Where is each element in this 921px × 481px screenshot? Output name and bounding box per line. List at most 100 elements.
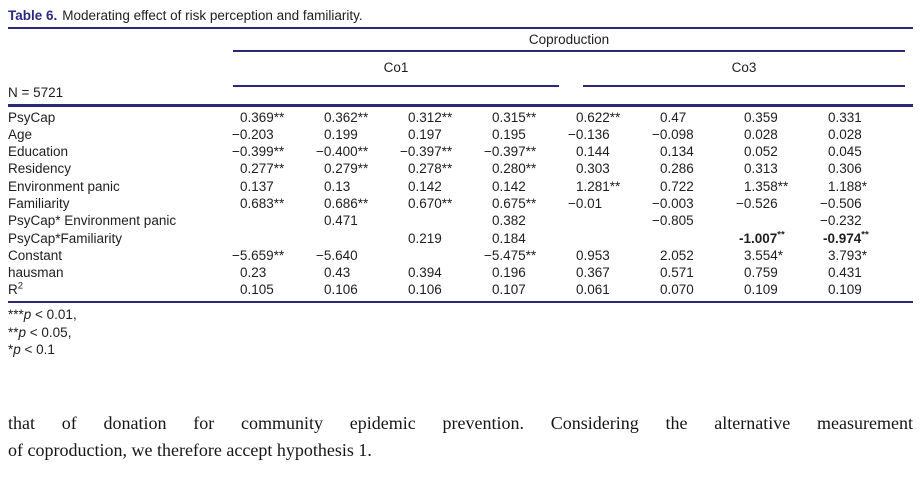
table-cell: 0.315** (492, 109, 537, 125)
table-cell: 0.306 (828, 161, 862, 177)
row-label: Constant (8, 247, 63, 263)
table-cell (401, 247, 485, 264)
table-row: PsyCap* Environment panic 0.471 0.382 −0.80… (8, 212, 913, 229)
table-cell (401, 212, 485, 229)
table-cell: 0.382 (492, 213, 526, 229)
table-cell: 0.280** (492, 161, 537, 177)
row-label: PsyCap (8, 109, 56, 125)
table-cell: 0.431 (828, 265, 862, 281)
footnote-stars: ** (8, 324, 19, 340)
table-cell: 0.028 (828, 126, 862, 142)
table-cell: 0.759 (744, 265, 778, 281)
table-row: Environment panic 0.137 0.13 0.142 0.142 1.28… (8, 178, 913, 195)
table-header: N = 5721 Coproduction Co1 Co3 (8, 31, 913, 104)
table-cell: −0.098 (652, 126, 694, 142)
table-row: PsyCap 0.369** 0.362** 0.312** 0.315** 0.622*… (8, 109, 913, 126)
table-cell: −0.136 (568, 126, 610, 142)
paragraph-line: that of donation for community epidemic … (8, 413, 913, 433)
table-cell: −0.397** (400, 144, 453, 160)
table-cell: 0.052 (744, 144, 778, 160)
table-row: Constant −5.659** −5.640 −5.475** 0.953 2.052… (8, 247, 913, 264)
subheader-co1-wrap: Co1 (233, 52, 569, 87)
table-cell: 0.279** (324, 161, 369, 177)
table-cell: 0.675** (492, 195, 537, 211)
table-cell: −0.526 (736, 195, 778, 211)
footnote-p: p (18, 324, 27, 340)
footnote-stars: *** (8, 307, 24, 323)
table-cell: 0.571 (660, 265, 694, 281)
table-cell (569, 230, 653, 247)
table-cell (317, 230, 401, 247)
subheader-co3: Co3 (583, 52, 905, 87)
table-cell: 0.045 (828, 144, 862, 160)
table-cell: 0.43 (324, 265, 351, 281)
table-row: Familiarity 0.683** 0.686** 0.670** 0.675** −… (8, 195, 913, 212)
footnote-line: **p < 0.05, (8, 324, 913, 342)
table-cell: 0.686** (324, 195, 369, 211)
caption-text: Moderating effect of risk perception and… (62, 8, 363, 23)
table-cell (653, 230, 737, 247)
table-cell: −0.400** (316, 144, 369, 160)
table-row: R2 0.105 0.106 0.106 0.107 0.061 0.070 0.109 0.1… (8, 281, 913, 298)
subheader-row: Co1 Co3 (233, 52, 905, 87)
table-cell: 0.070 (660, 282, 694, 298)
row-label: PsyCap* Environment panic (8, 213, 177, 229)
table-cell: 0.109 (744, 282, 778, 298)
row-label: Environment panic (8, 178, 120, 194)
table-cell: 0.195 (492, 126, 526, 142)
table-cell: 0.471 (324, 213, 358, 229)
table-cell: 0.722 (660, 178, 694, 194)
table-cell: 0.061 (576, 282, 610, 298)
table-cell: 0.197 (408, 126, 442, 142)
table-cell: 0.028 (744, 126, 778, 142)
table-cell: 0.394 (408, 265, 442, 281)
table-cell (737, 212, 821, 229)
table-cell: 2.052 (660, 247, 694, 263)
table-cell (233, 212, 317, 229)
table-caption: Table 6. Moderating effect of risk percep… (8, 6, 913, 26)
table-cell: −0.203 (232, 126, 274, 142)
table-body: PsyCap 0.369** 0.362** 0.312** 0.315** 0.622*… (8, 107, 913, 301)
n-label: N = 5721 (8, 85, 64, 100)
table-cell: 0.278** (408, 161, 453, 177)
table-row: Education −0.399** −0.400** −0.397** −0.397*… (8, 143, 913, 160)
table-cell: 0.13 (324, 178, 351, 194)
table-cell: 0.362** (324, 109, 369, 125)
table-cell: 3.793* (828, 247, 868, 263)
table-cell: 0.107 (492, 282, 526, 298)
caption-label: Table 6. (8, 8, 58, 23)
table-cell: −5.475** (484, 247, 537, 263)
table-cell: 0.137 (240, 178, 274, 194)
subheader-co3-wrap: Co3 (569, 52, 905, 87)
table-cell (233, 230, 317, 247)
row-label: PsyCap*Familiarity (8, 230, 123, 246)
row-label: R2 (8, 280, 24, 298)
table-row: hausman 0.23 0.43 0.394 0.196 0.367 0.571 0.759… (8, 264, 913, 281)
row-label: Education (8, 144, 69, 160)
table-cell: −0.399** (232, 144, 285, 160)
table-cell: 0.670** (408, 195, 453, 211)
table-cell: 0.134 (660, 144, 694, 160)
table-cell: 0.106 (324, 282, 358, 298)
table-cell: 0.622** (576, 109, 621, 125)
table-cell: 0.369** (240, 109, 285, 125)
table-row: PsyCap*Familiarity 0.219 0.184 -1.007** -0.9… (8, 230, 913, 247)
table-cell: 0.303 (576, 161, 610, 177)
table-cell: 0.142 (492, 178, 526, 194)
table-cell: 0.184 (492, 230, 526, 246)
footnotes: ***p < 0.01, **p < 0.05, *p < 0.1 (8, 306, 913, 359)
row-label: Residency (8, 161, 72, 177)
coproduction-header: Coproduction (233, 31, 905, 52)
table-cell: 0.109 (828, 282, 862, 298)
table-cell: 0.142 (408, 178, 442, 194)
table-cell: 0.105 (240, 282, 274, 298)
table-cell: −0.232 (820, 213, 862, 229)
row-label: Age (8, 126, 33, 142)
row-label: hausman (8, 265, 64, 281)
row-label: Familiarity (8, 195, 70, 211)
table-cell: 0.286 (660, 161, 694, 177)
table-cell: -0.974** (823, 229, 869, 246)
table-cell: 0.199 (324, 126, 358, 142)
table-cell: −0.397** (484, 144, 537, 160)
